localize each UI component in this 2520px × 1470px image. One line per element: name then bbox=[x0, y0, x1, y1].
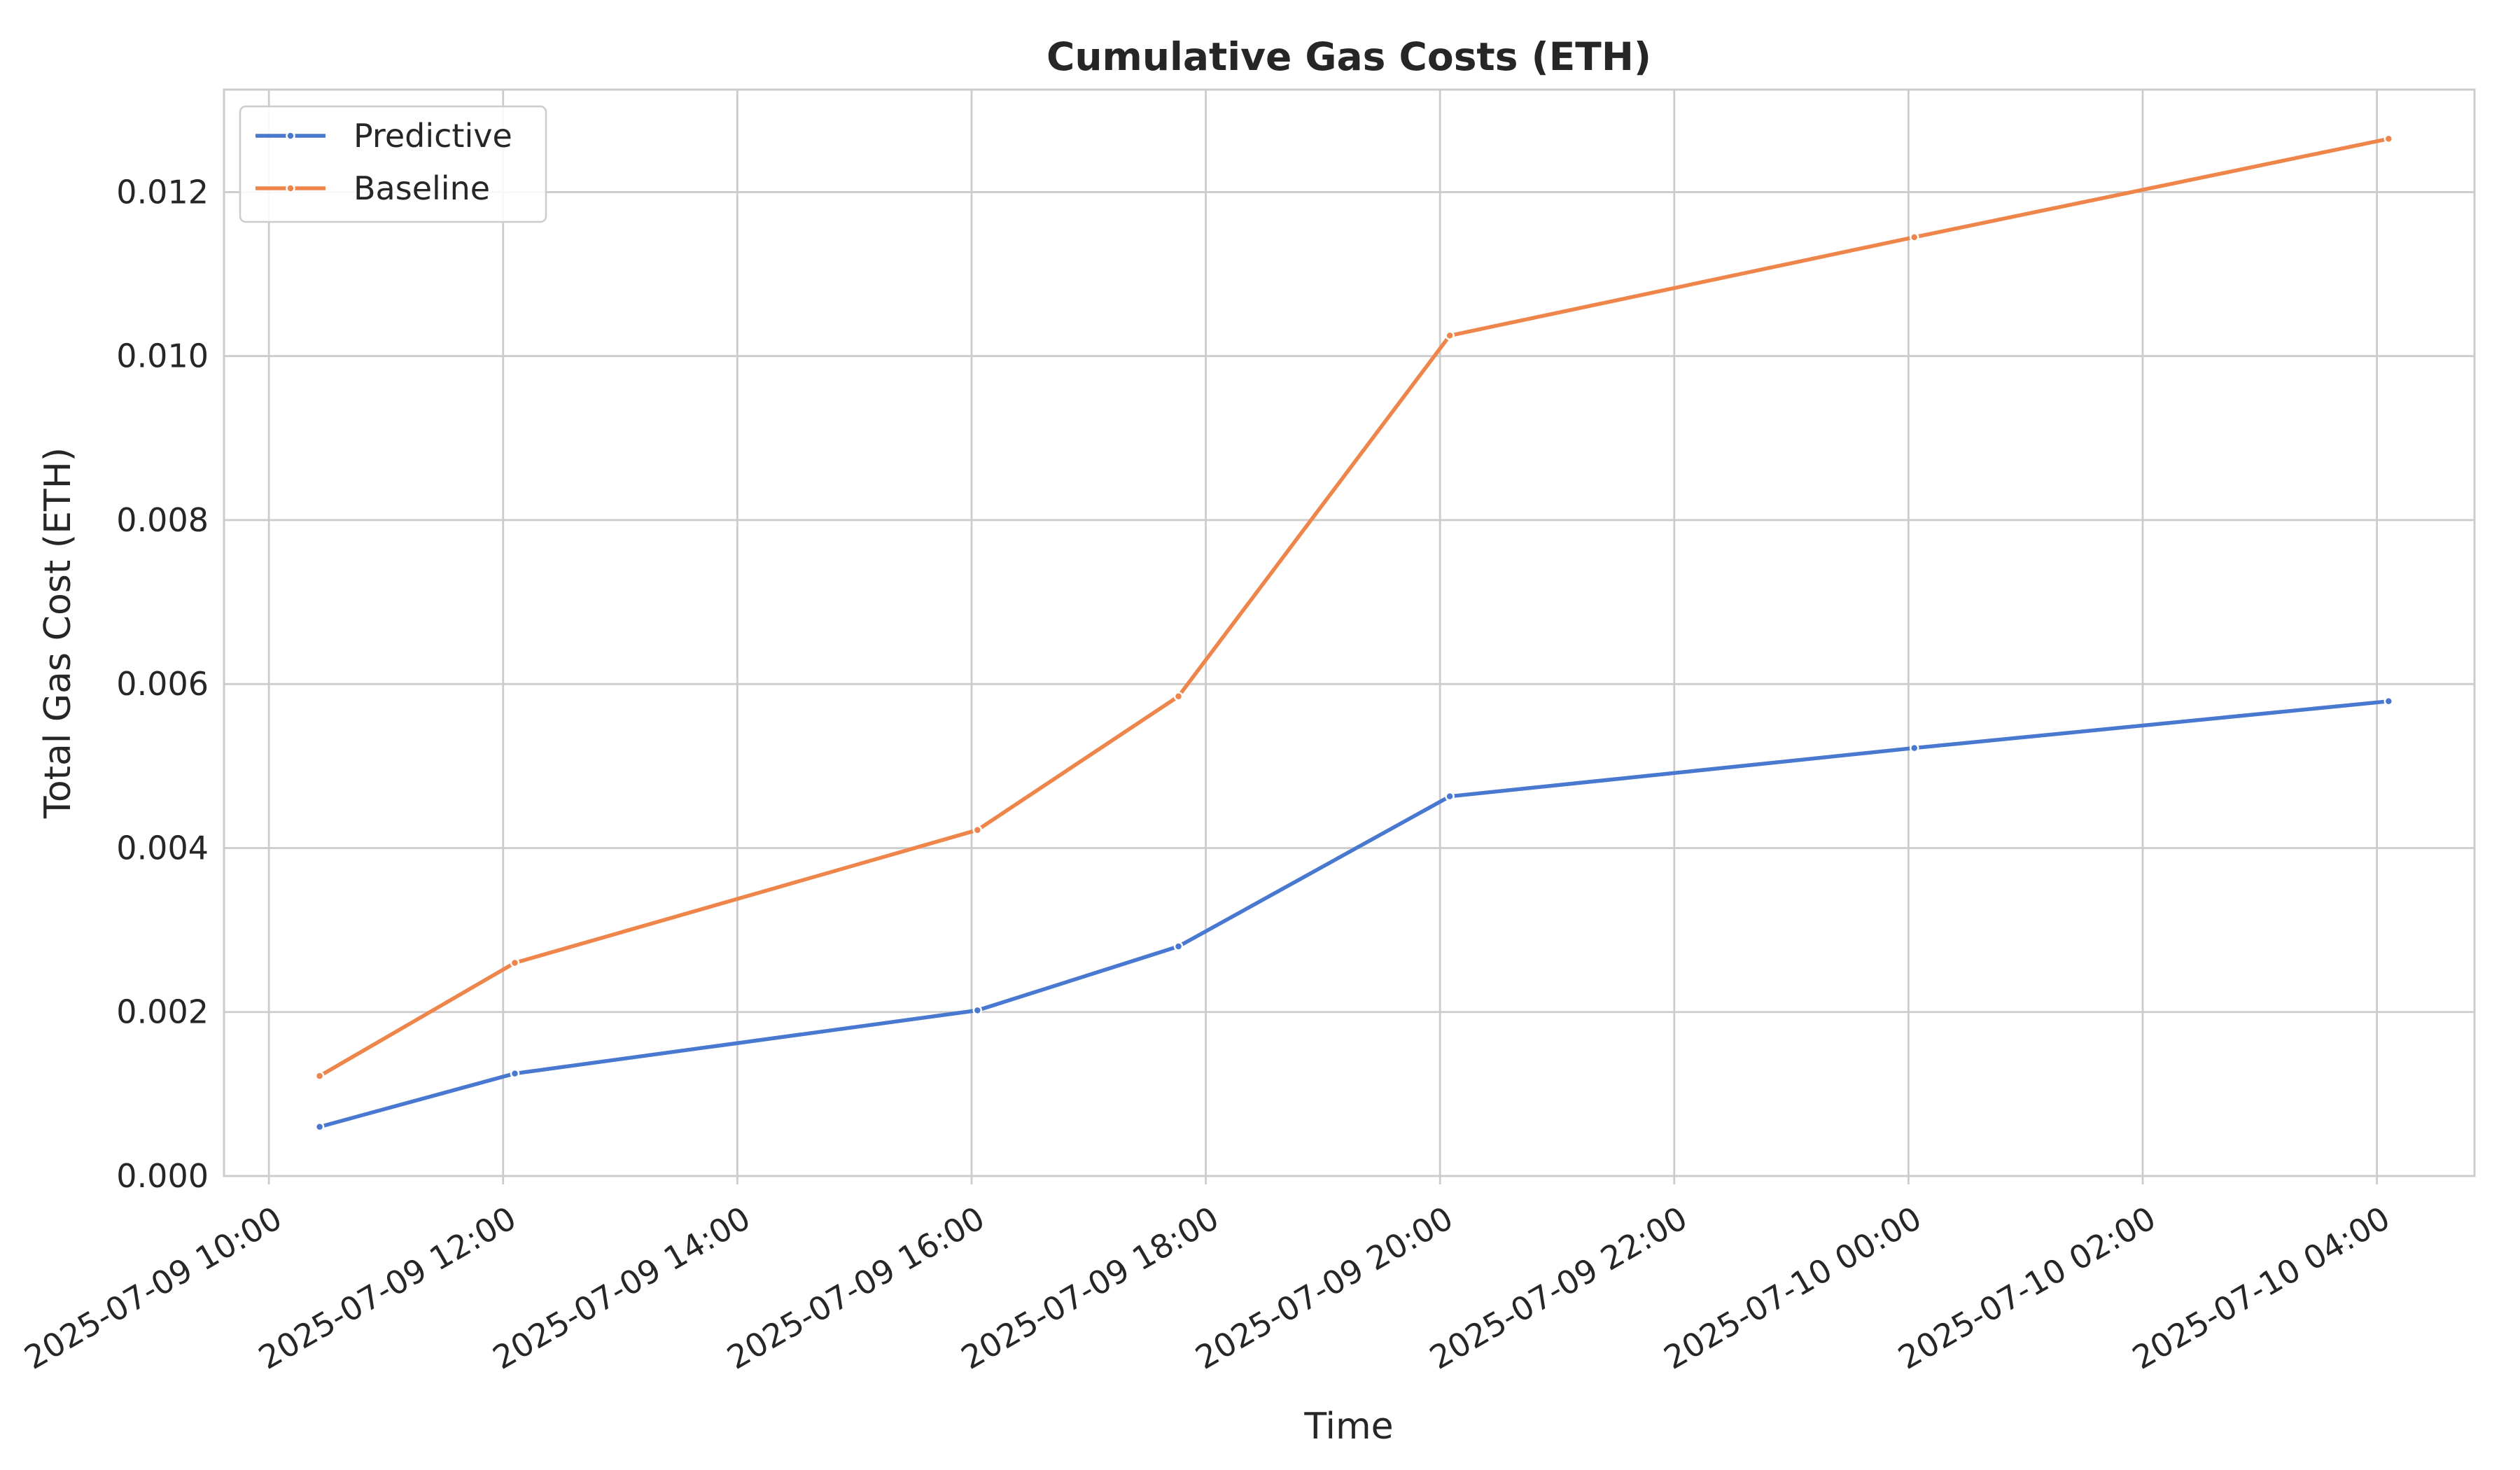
legend-label: Predictive bbox=[354, 117, 512, 155]
x-axis-label: Time bbox=[1303, 1406, 1393, 1448]
chart-title: Cumulative Gas Costs (ETH) bbox=[1046, 34, 1651, 79]
y-tick-label: 0.002 bbox=[116, 993, 209, 1031]
legend-marker bbox=[286, 183, 295, 193]
legend-item: Baseline bbox=[255, 169, 490, 207]
y-tick-label: 0.006 bbox=[116, 665, 209, 703]
data-point bbox=[1445, 330, 1455, 341]
legend: Predictive Baseline bbox=[239, 105, 547, 223]
data-point bbox=[972, 1005, 983, 1016]
y-axis-ticks: 0.000 0.002 0.004 0.006 0.008 0.010 0.012 bbox=[116, 173, 209, 1195]
data-point bbox=[1173, 941, 1184, 951]
y-tick-label: 0.000 bbox=[116, 1157, 209, 1195]
legend-label: Baseline bbox=[354, 169, 490, 207]
data-point bbox=[1909, 232, 1919, 242]
data-point bbox=[510, 958, 520, 968]
data-point bbox=[2384, 696, 2394, 706]
series-predictive bbox=[314, 696, 2394, 1132]
data-point bbox=[510, 1068, 520, 1079]
data-point bbox=[1173, 692, 1184, 701]
data-point bbox=[1909, 743, 1919, 753]
data-point bbox=[972, 825, 983, 835]
legend-marker bbox=[286, 131, 295, 141]
data-point bbox=[1445, 791, 1455, 802]
y-tick-label: 0.004 bbox=[116, 829, 209, 867]
y-tick-label: 0.008 bbox=[116, 501, 209, 539]
series-lines bbox=[314, 134, 2394, 1132]
data-point bbox=[314, 1071, 325, 1081]
y-tick-label: 0.010 bbox=[116, 337, 209, 375]
data-point bbox=[2384, 134, 2394, 144]
series-baseline bbox=[314, 134, 2394, 1081]
legend-item: Predictive bbox=[255, 117, 512, 155]
y-axis-label: Total Gas Cost (ETH) bbox=[37, 447, 79, 819]
plot-frame bbox=[223, 88, 2476, 1177]
y-tick-label: 0.012 bbox=[116, 173, 209, 211]
data-point bbox=[314, 1121, 325, 1132]
